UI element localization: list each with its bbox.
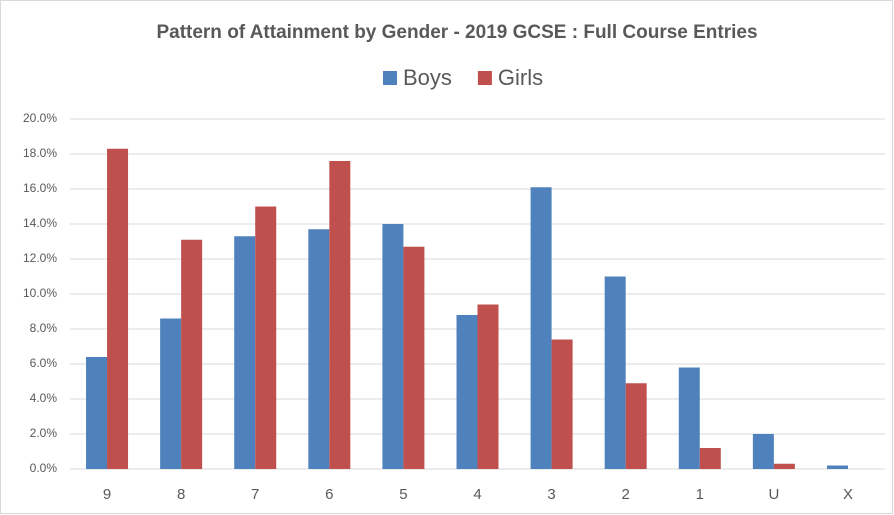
bar <box>456 315 478 469</box>
y-tick-label: 0.0% <box>30 461 58 475</box>
x-tick-label: U <box>768 486 779 503</box>
bar <box>699 448 721 469</box>
y-tick-label: 4.0% <box>30 391 58 405</box>
bar <box>329 161 351 469</box>
bar <box>604 276 626 469</box>
bar <box>752 434 774 469</box>
x-tick-label: 1 <box>696 486 704 503</box>
bar <box>181 239 203 469</box>
y-tick-label: 12.0% <box>23 251 57 265</box>
bar <box>625 383 647 469</box>
y-tick-label: 6.0% <box>30 356 58 370</box>
y-tick-label: 8.0% <box>30 321 58 335</box>
bar <box>308 229 330 469</box>
x-tick-label: 4 <box>473 486 481 503</box>
chart-title: Pattern of Attainment by Gender - 2019 G… <box>156 22 757 43</box>
bar <box>773 463 795 469</box>
bar <box>86 357 108 469</box>
legend-swatch <box>477 71 492 85</box>
x-tick-label: 9 <box>103 486 111 503</box>
bar <box>477 304 499 469</box>
x-tick-label: 5 <box>399 486 407 503</box>
bar <box>107 148 129 469</box>
y-tick-label: 16.0% <box>23 181 57 195</box>
bar <box>826 465 848 469</box>
x-tick-label: 2 <box>622 486 630 503</box>
legend-swatch <box>383 71 397 85</box>
bar <box>678 367 700 469</box>
y-tick-label: 10.0% <box>23 286 57 300</box>
bar <box>551 339 573 469</box>
x-tick-label: 3 <box>547 486 555 503</box>
x-tick-label: 7 <box>251 486 259 503</box>
bar <box>234 236 256 469</box>
x-tick-label: 8 <box>177 486 185 503</box>
y-tick-label: 20.0% <box>23 111 57 125</box>
bar <box>530 187 552 469</box>
x-tick-label: X <box>843 486 853 503</box>
bar <box>255 206 277 469</box>
bar <box>382 224 404 469</box>
y-tick-label: 14.0% <box>23 216 57 230</box>
bar <box>160 318 182 469</box>
legend-label: Boys <box>403 65 452 90</box>
x-tick-label: 6 <box>325 486 333 503</box>
y-tick-label: 18.0% <box>23 146 57 160</box>
legend-label: Girls <box>498 65 543 90</box>
bar <box>403 246 425 469</box>
y-tick-label: 2.0% <box>30 426 58 440</box>
